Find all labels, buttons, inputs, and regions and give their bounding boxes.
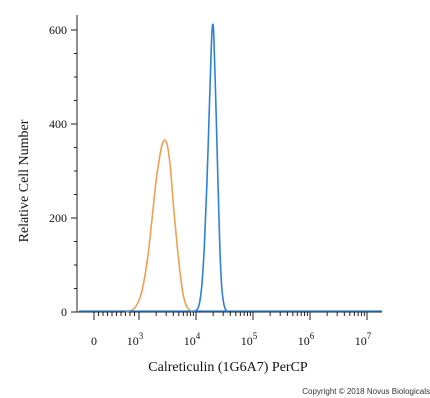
y-axis: 0 200 400 600 [49, 15, 78, 319]
x-axis-title: Calreticulin (1G6A7) PerCP [148, 360, 308, 375]
x-axis: 0 103 104 105 106 107 [77, 311, 382, 348]
copyright-notice: Copyright © 2018 Novus Biologicals [302, 387, 430, 396]
y-tick-label: 600 [49, 23, 67, 37]
y-tick-label: 200 [49, 211, 67, 225]
x-tick-label: 106 [298, 331, 315, 348]
series-line-blue [192, 23, 228, 313]
x-tick-label: 103 [127, 331, 144, 348]
y-tick-label: 0 [61, 305, 67, 319]
y-axis-title: Relative Cell Number [17, 119, 32, 242]
series-layer [79, 23, 382, 313]
x-tick-label: 104 [184, 331, 201, 348]
y-tick-label: 400 [49, 117, 67, 131]
x-tick-label: 107 [355, 331, 372, 348]
x-tick-label: 105 [241, 331, 258, 348]
x-tick-label: 0 [91, 334, 97, 348]
series-line-orange [125, 139, 193, 313]
